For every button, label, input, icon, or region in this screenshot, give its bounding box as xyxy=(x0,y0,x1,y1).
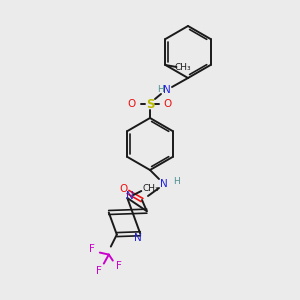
Text: F: F xyxy=(89,244,95,254)
Text: N: N xyxy=(163,85,171,95)
Text: H: H xyxy=(158,85,164,94)
Text: O: O xyxy=(119,184,127,194)
Text: N: N xyxy=(126,191,134,201)
Text: N: N xyxy=(134,233,142,243)
Text: F: F xyxy=(96,266,102,276)
Text: N: N xyxy=(160,179,168,189)
Text: CH₃: CH₃ xyxy=(143,184,160,193)
Text: F: F xyxy=(116,261,122,271)
Text: O: O xyxy=(128,99,136,109)
Text: H: H xyxy=(172,178,179,187)
Text: CH₃: CH₃ xyxy=(174,62,191,71)
Text: S: S xyxy=(146,98,154,110)
Text: O: O xyxy=(164,99,172,109)
